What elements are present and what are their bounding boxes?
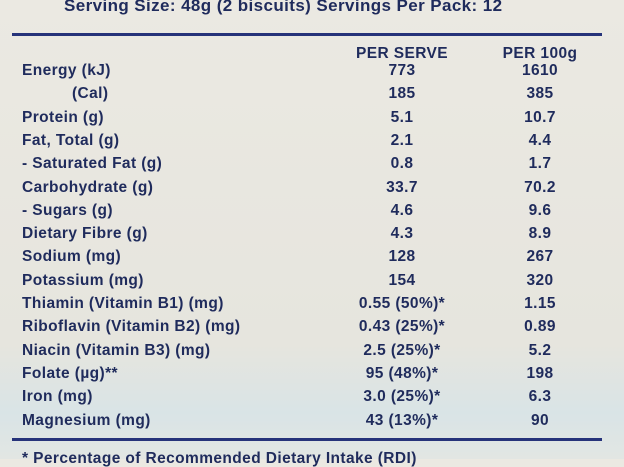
row-label: Iron (mg) bbox=[22, 388, 93, 406]
row-label: Fat, Total (g) bbox=[22, 131, 120, 149]
per-serve: 128 bbox=[388, 248, 416, 266]
serving-size: Serving Size: 48g (2 biscuits) Servings … bbox=[64, 0, 503, 15]
row-label: Sodium (mg) bbox=[22, 248, 122, 266]
per-100g: 90 bbox=[530, 411, 550, 429]
per-serve: 4.3 bbox=[390, 225, 414, 243]
per-100g: 1.15 bbox=[524, 295, 556, 312]
row-label: - Sugars (g) bbox=[22, 201, 113, 219]
per-100g: 5.2 bbox=[528, 341, 552, 359]
per-100g: 9.6 bbox=[528, 201, 552, 219]
per-serve: 5.1 bbox=[390, 108, 414, 126]
per-100g: 8.9 bbox=[528, 225, 552, 243]
row-label: Magnesium (mg) bbox=[22, 411, 151, 429]
per-serve: 773 bbox=[388, 62, 416, 79]
per-100g: 70.2 bbox=[524, 178, 556, 196]
per-100g: 198 bbox=[526, 364, 554, 382]
per-100g: 6.3 bbox=[528, 388, 552, 406]
bottom-rule bbox=[12, 438, 602, 441]
per-serve: 2.1 bbox=[390, 131, 414, 149]
row-label: Niacin (Vitamin B3) (mg) bbox=[22, 341, 211, 359]
column-header: PER 100g bbox=[502, 45, 578, 62]
per-100g: 10.7 bbox=[524, 108, 556, 126]
row-label: Carbohydrate (g) bbox=[22, 178, 154, 196]
per-100g: 1.7 bbox=[528, 155, 552, 173]
per-100g: 0.89 bbox=[524, 318, 556, 336]
per-serve: 95 (48%)* bbox=[365, 364, 439, 382]
per-serve: 0.55 (50%)* bbox=[358, 295, 446, 312]
per-serve: 154 bbox=[388, 271, 416, 289]
row-label: Potassium (mg) bbox=[22, 271, 144, 289]
row-label: Protein (g) bbox=[22, 108, 104, 126]
column-header: PER SERVE bbox=[355, 45, 449, 62]
row-label: Riboflavin (Vitamin B2) (mg) bbox=[22, 318, 241, 336]
row-label: (Cal) bbox=[72, 85, 109, 103]
per-100g: 267 bbox=[526, 248, 554, 266]
per-serve: 185 bbox=[388, 85, 416, 103]
per-serve: 33.7 bbox=[386, 178, 418, 196]
row-label: Folate (µg)** bbox=[22, 364, 118, 382]
per-serve: 3.0 (25%)* bbox=[363, 388, 441, 406]
per-serve: 2.5 (25%)* bbox=[363, 341, 441, 359]
row-label: Dietary Fibre (g) bbox=[22, 225, 148, 243]
row-label: - Saturated Fat (g) bbox=[22, 155, 163, 173]
per-100g: 320 bbox=[526, 271, 554, 289]
per-serve: 4.6 bbox=[390, 201, 414, 219]
row-label: Thiamin (Vitamin B1) (mg) bbox=[22, 295, 224, 312]
per-serve: 0.43 (25%)* bbox=[358, 318, 446, 336]
per-100g: 1610 bbox=[521, 62, 559, 79]
per-serve: 43 (13%)* bbox=[365, 411, 439, 429]
per-100g: 385 bbox=[526, 85, 554, 103]
row-label: Energy (kJ) bbox=[22, 62, 111, 79]
top-rule bbox=[12, 33, 602, 36]
per-100g: 4.4 bbox=[528, 131, 552, 149]
per-serve: 0.8 bbox=[390, 155, 414, 173]
